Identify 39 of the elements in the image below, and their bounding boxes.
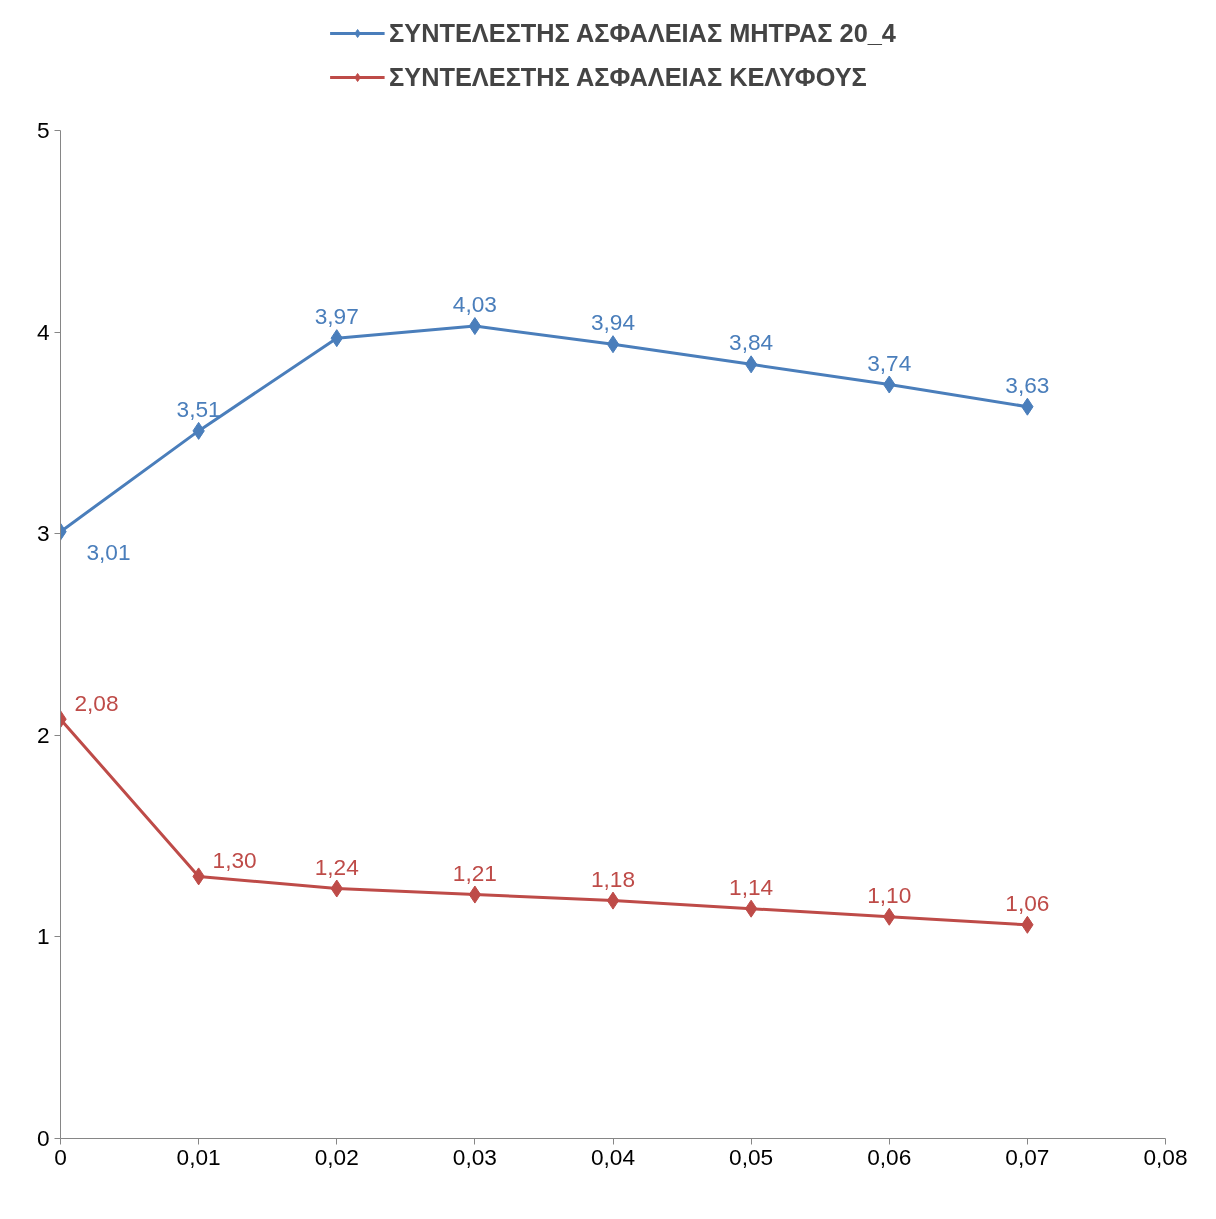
x-tick-label: 0,04 — [590, 1143, 636, 1170]
x-tick-label: 0,02 — [314, 1143, 359, 1170]
legend-label: ΣΥΝΤΕΛΕΣΤΗΣ ΑΣΦΑΛΕΙΑΣ ΜΗΤΡΑΣ 20_4 — [389, 17, 896, 49]
y-tick-label: 3 — [36, 520, 50, 547]
y-tick-label: 2 — [36, 721, 50, 748]
point — [468, 317, 482, 336]
data-label: 1,30 — [212, 847, 257, 874]
data-label: 3,97 — [314, 303, 359, 330]
legend-label: ΣΥΝΤΕΛΕΣΤΗΣ ΑΣΦΑΛΕΙΑΣ ΚΕΛΥΦΟΥΣ — [389, 61, 867, 93]
data-label: 3,01 — [86, 538, 131, 565]
data-label: 1,14 — [729, 873, 774, 900]
y-tick-label: 1 — [36, 923, 50, 950]
point — [606, 891, 620, 910]
data-label: 3,51 — [176, 395, 221, 422]
y-tick-label: 4 — [36, 318, 50, 345]
point — [744, 899, 758, 918]
data-label: 4,03 — [452, 291, 497, 318]
data-label: 1,21 — [452, 859, 497, 886]
data-label: 3,74 — [867, 349, 912, 376]
x-tick-label: 0 — [54, 1143, 67, 1170]
point — [468, 885, 482, 904]
y-tick-label: 5 — [36, 117, 50, 143]
data-label: 1,24 — [314, 853, 359, 880]
x-tick-label: 0,03 — [452, 1143, 497, 1170]
data-label: 1,18 — [590, 865, 636, 892]
x-tick-label: 0,01 — [176, 1143, 221, 1170]
x-tick-label: 0,08 — [1143, 1143, 1188, 1170]
x-tick-label: 0,06 — [867, 1143, 912, 1170]
data-label: 1,10 — [867, 881, 912, 908]
data-label: 1,06 — [1005, 889, 1050, 916]
x-tick-label: 0,07 — [1005, 1143, 1050, 1170]
x-tick-label: 0,05 — [729, 1143, 774, 1170]
data-label: 3,63 — [1005, 371, 1050, 398]
data-label: 2,08 — [74, 690, 119, 717]
y-tick-label: 0 — [36, 1125, 50, 1151]
point — [606, 335, 620, 354]
data-label: 3,94 — [590, 309, 636, 336]
data-label: 3,84 — [729, 329, 774, 356]
point — [744, 355, 758, 374]
